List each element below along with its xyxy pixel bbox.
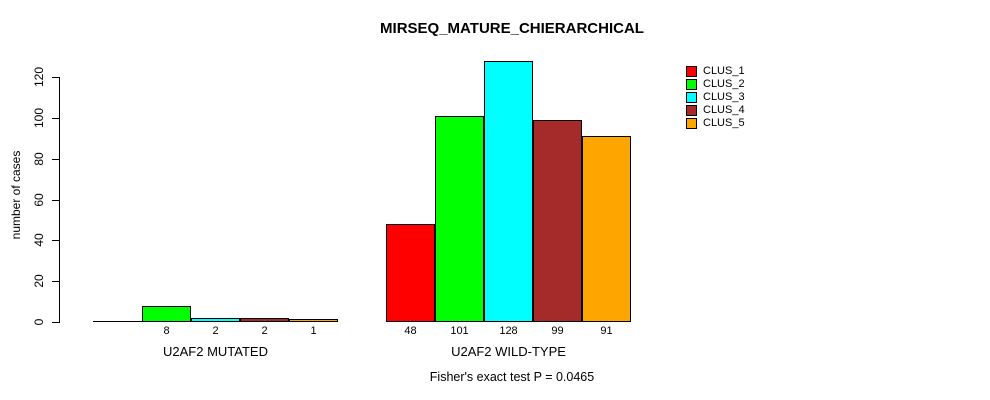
legend-row: CLUS_3 [686,91,745,104]
bar-value-label: 2 [261,325,268,337]
bar-value-label: 91 [600,325,613,337]
legend-row: CLUS_2 [686,78,745,91]
y-tick [52,322,59,323]
y-tick [52,200,59,201]
bar-value-label: 2 [212,325,219,337]
y-tick-label: 40 [32,233,46,247]
y-tick [52,159,59,160]
y-axis-label: number of cases [9,150,23,240]
y-tick-label: 100 [32,107,46,129]
legend-row: CLUS_4 [686,104,745,117]
legend-swatch [686,105,697,116]
legend-row: CLUS_1 [686,65,745,78]
group-label: U2AF2 MUTATED [163,344,268,359]
y-tick-label: 60 [32,193,46,207]
bar-value-label: 48 [404,325,417,337]
bar-value-label: 1 [310,325,317,337]
y-tick-label: 80 [32,152,46,166]
legend-swatch [686,79,697,90]
y-tick [52,281,59,282]
annotation-text: Fisher's exact test P = 0.0465 [429,370,595,384]
chart-title: MIRSEQ_MATURE_CHIERARCHICAL [380,20,644,37]
bar [240,318,289,322]
legend-swatch [686,66,697,77]
y-tick-label: 0 [32,318,46,326]
bar-value-label: 99 [551,325,564,337]
bar [191,318,240,322]
bar [142,306,191,322]
legend-label: CLUS_1 [703,65,745,77]
legend-label: CLUS_5 [703,117,745,129]
legend-label: CLUS_4 [703,104,745,116]
legend-label: CLUS_2 [703,78,745,90]
legend-swatch [686,92,697,103]
y-tick [52,77,59,78]
legend: CLUS_1 CLUS_2 CLUS_3 CLUS_4 CLUS_5 [686,65,745,130]
bar [533,120,582,322]
group-label: U2AF2 WILD-TYPE [451,344,566,359]
bar [289,319,338,322]
y-tick [52,118,59,119]
bar [484,61,533,322]
bar [386,224,435,322]
legend-swatch [686,118,697,129]
bar [435,116,484,322]
legend-row: CLUS_5 [686,117,745,130]
y-tick-label: 20 [32,274,46,288]
bar [582,136,631,322]
legend-label: CLUS_3 [703,91,745,103]
bar-value-label: 128 [499,325,518,337]
bar-value-label: 8 [163,325,170,337]
bar [93,321,142,322]
y-tick-label: 120 [32,66,46,88]
y-axis-spine [59,77,60,323]
y-tick [52,240,59,241]
bar-value-label: 101 [450,325,469,337]
